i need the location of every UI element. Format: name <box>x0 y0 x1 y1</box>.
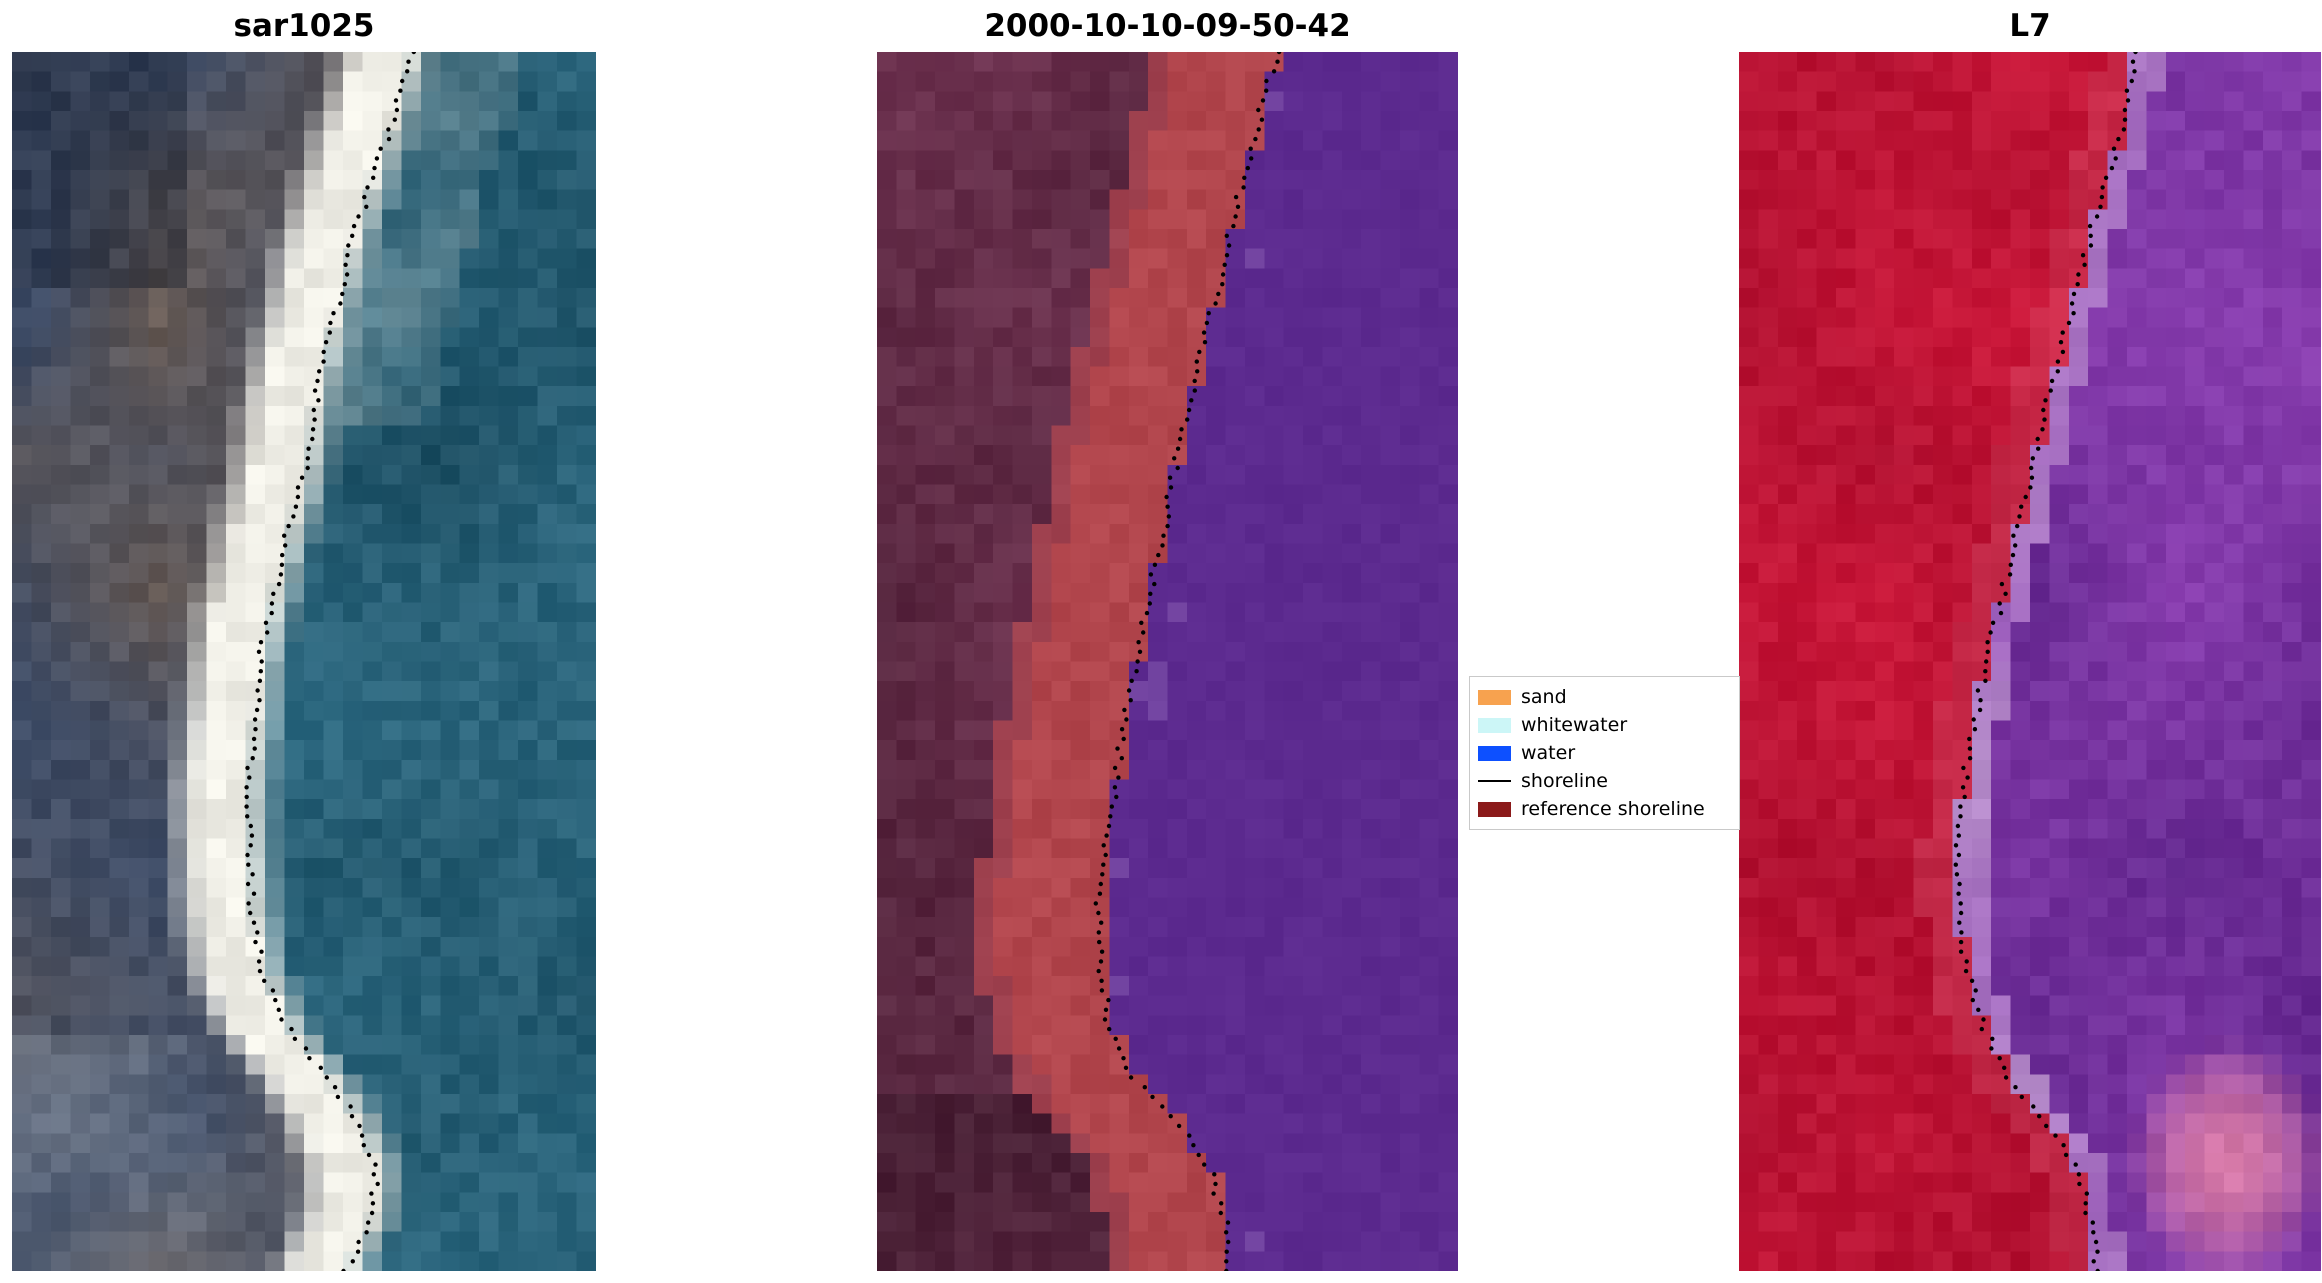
legend-item: reference shoreline <box>1478 795 1731 823</box>
legend-label: shoreline <box>1521 770 1608 792</box>
legend-label: water <box>1521 742 1576 764</box>
shoreline-line-swatch <box>1478 780 1511 782</box>
legend-label: reference shoreline <box>1521 798 1705 820</box>
panel-title: L7 <box>2009 8 2051 44</box>
classified-image-canvas <box>877 52 1458 1271</box>
l7-panel: L7 <box>1739 8 2321 1271</box>
legend-label: whitewater <box>1521 714 1628 736</box>
panel-title: sar1025 <box>233 8 375 44</box>
whitewater-swatch <box>1478 717 1511 733</box>
panel-title: 2000-10-10-09-50-42 <box>984 8 1351 44</box>
classified-panel: 2000-10-10-09-50-42 <box>877 8 1458 1271</box>
legend-label: sand <box>1521 686 1567 708</box>
legend-item: water <box>1478 739 1731 767</box>
sar-panel: sar1025 <box>12 8 596 1271</box>
sand-swatch <box>1478 689 1511 705</box>
sar-image-canvas <box>12 52 596 1271</box>
legend: sand whitewater water shoreline referenc… <box>1469 676 1740 830</box>
water-swatch <box>1478 745 1511 761</box>
legend-item: shoreline <box>1478 767 1731 795</box>
l7-image-canvas <box>1739 52 2321 1271</box>
legend-item: whitewater <box>1478 711 1731 739</box>
legend-item: sand <box>1478 683 1731 711</box>
reference-shoreline-swatch <box>1478 801 1511 817</box>
